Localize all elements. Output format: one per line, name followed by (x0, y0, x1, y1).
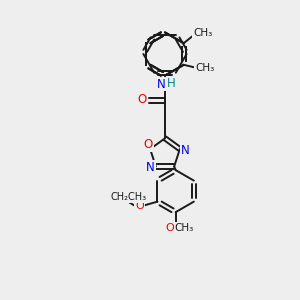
Text: N: N (157, 77, 166, 91)
Text: O: O (144, 138, 153, 151)
Text: N: N (181, 144, 190, 157)
Text: O: O (135, 201, 144, 212)
Text: H: H (167, 77, 176, 90)
Text: O: O (138, 93, 147, 106)
Text: N: N (146, 161, 155, 174)
Text: CH₃: CH₃ (193, 28, 212, 38)
Text: CH₂CH₃: CH₂CH₃ (111, 192, 147, 203)
Text: CH₃: CH₃ (174, 223, 194, 233)
Text: CH₃: CH₃ (195, 63, 214, 73)
Text: O: O (165, 223, 174, 233)
